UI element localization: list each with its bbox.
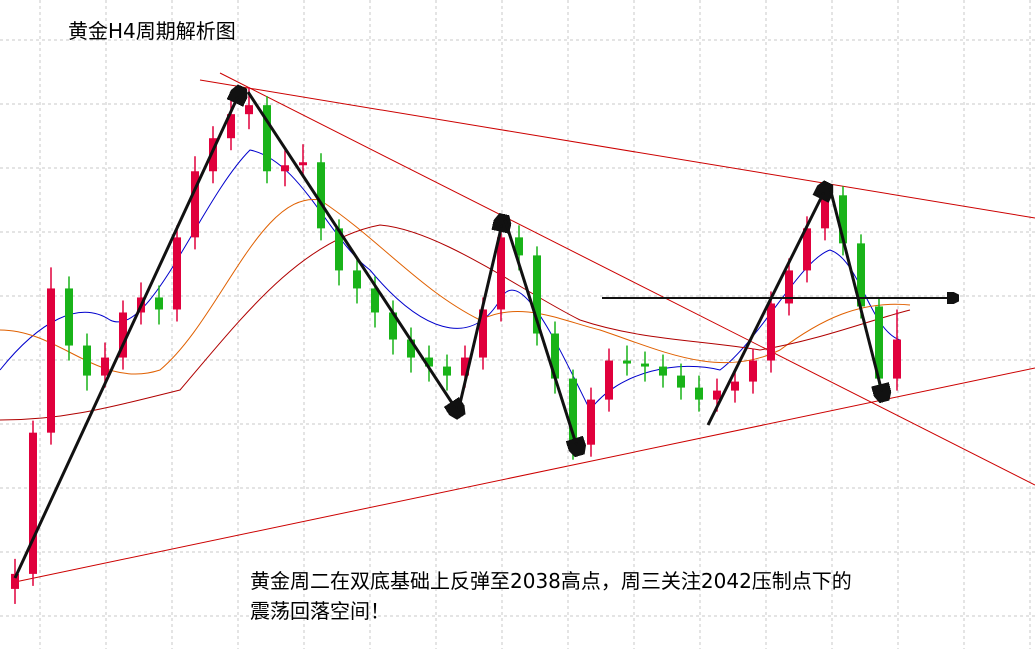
moving-averages [0,149,911,421]
trend-line [219,72,1035,486]
candle-body [227,114,235,139]
candle-body [515,237,523,256]
candle-body [623,360,631,364]
trend-line [14,367,1035,583]
candle-body [11,573,19,589]
candle-body [767,303,775,361]
candle-body [875,306,883,379]
candle-body [317,162,325,229]
candle-body [245,105,253,115]
candle-body [749,360,757,382]
arrows [13,91,955,579]
candle-body [857,243,865,307]
candles [11,87,901,604]
candle-body [641,363,649,367]
candle-body [281,165,289,172]
annotation: 黄金周二在双底基础上反弹至2038高点，周三关注2042压制点下的 [250,569,852,593]
chart-title: 黄金H4周期解析图 [68,19,236,43]
candle-body [263,105,271,172]
candle-body [695,387,703,400]
candle-body [461,357,469,376]
candle-body [605,360,613,400]
arrow [246,91,458,412]
candle-body [821,195,829,229]
candle-body [47,288,55,433]
candle-body [425,357,433,367]
candle-body [155,297,163,310]
candle-body [299,162,307,166]
ma-line [0,199,911,375]
candle-body [839,195,847,244]
candle-body [101,357,109,376]
trend-line [199,79,1035,219]
candle-body [191,171,199,238]
candle-body [533,255,541,334]
arrow [706,188,826,426]
trend-lines [14,72,1035,583]
arrow [456,220,503,413]
candle-body [677,375,685,388]
candle-body [407,339,415,358]
candle-body [497,237,505,310]
candle-body [803,228,811,271]
candle-body [659,366,667,376]
ma-line [0,224,911,421]
arrow [13,92,240,579]
candle-body [569,378,577,445]
candle-body [371,288,379,313]
candle-body [731,381,739,391]
candle-body [83,345,91,376]
arrow [503,219,578,450]
candle-body [785,270,793,304]
candle-body [335,228,343,271]
candle-body [587,399,595,445]
annotation: 震荡回落空间！ [250,599,390,623]
candle-body [353,270,361,289]
candle-body [893,339,901,379]
candle-body [479,309,487,358]
candle-body [713,390,721,400]
arrow [828,187,883,396]
candle-body [65,288,73,346]
candle-body [389,312,397,340]
candle-body [29,432,37,574]
ma-line [0,149,901,411]
candle-body [443,366,451,376]
candle-body [551,333,559,379]
candle-body [119,312,127,358]
candle-body [209,138,217,172]
candle-body [173,237,181,310]
